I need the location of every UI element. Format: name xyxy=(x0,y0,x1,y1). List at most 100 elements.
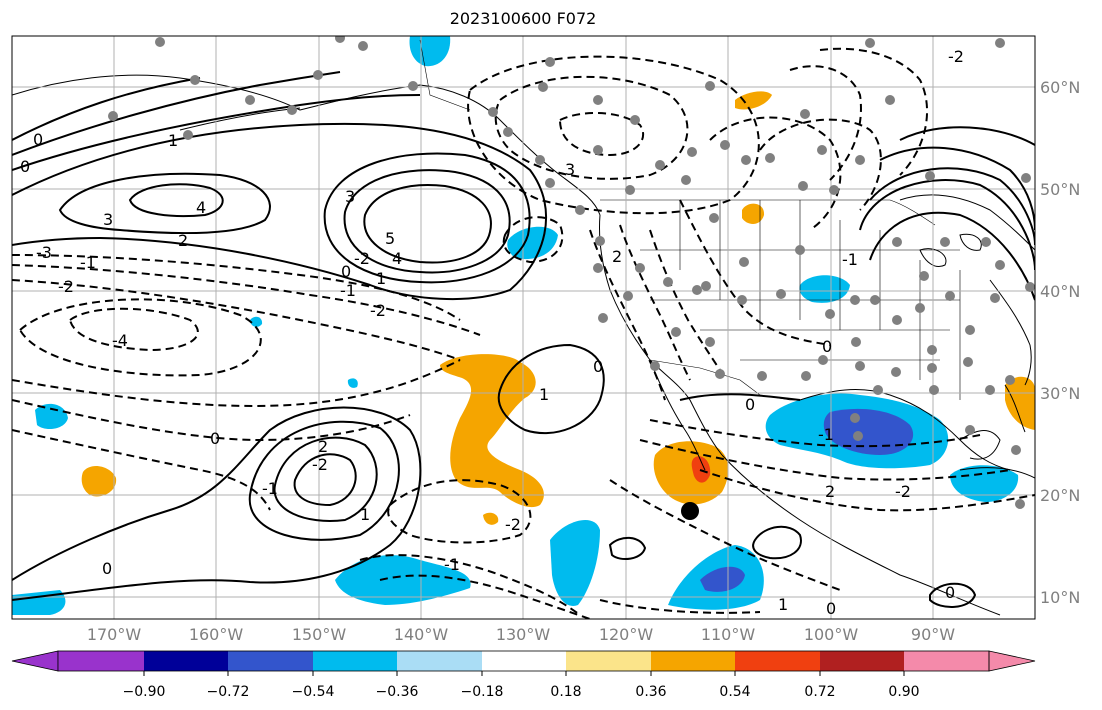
coast-west-us xyxy=(599,214,723,456)
contour-plains-3 xyxy=(789,65,862,181)
contour-nw-low-1 xyxy=(558,112,645,157)
colorbar-segment xyxy=(58,651,144,671)
contour-high-west-1 xyxy=(128,183,224,218)
contour-label: 0 xyxy=(826,599,836,618)
lon-label: 170°W xyxy=(87,625,142,644)
contour-label: 4 xyxy=(392,249,402,268)
colorbar-segment xyxy=(144,651,228,671)
contour-pacific-mid xyxy=(387,479,532,544)
coast-east xyxy=(989,279,1032,386)
positive-contours xyxy=(12,71,1035,608)
coast-mexico xyxy=(721,454,1001,616)
contour-label: 3 xyxy=(103,210,113,229)
colorbar-segment xyxy=(482,651,566,671)
colorbar-segment xyxy=(397,651,482,671)
contour-east-3 xyxy=(859,179,1035,271)
contour-label: 0 xyxy=(745,395,755,414)
colorbar-tick-label: −0.36 xyxy=(376,684,419,700)
colorbar-extend-max xyxy=(988,650,1036,672)
colorbar-extend-min xyxy=(11,650,59,672)
storm-center-marker xyxy=(681,502,699,520)
contour-neg-6 xyxy=(12,429,271,511)
coast-hudson xyxy=(899,194,1035,251)
contour-label: 1 xyxy=(539,385,549,404)
contour-low-west-1 xyxy=(68,307,199,352)
contour-east-5 xyxy=(899,126,1035,146)
colorbar-segment xyxy=(735,651,820,671)
contour-neg-7 xyxy=(359,554,581,616)
lat-label: 40°N xyxy=(1040,282,1080,301)
contour-label: -2 xyxy=(312,455,328,474)
contour-value-labels: 0 1 3 4 -1 -2 -3 -4 0 2 3 5 4 -2 -1 1 0 … xyxy=(20,47,964,618)
coast-aleutians xyxy=(179,107,301,131)
contour-label: -2 xyxy=(948,47,964,66)
contour-east-1 xyxy=(879,146,1035,231)
lon-label: 120°W xyxy=(599,625,654,644)
contour-high-center-4 xyxy=(12,122,548,301)
contour-nw-low-3 xyxy=(467,55,760,215)
contour-label: 2 xyxy=(178,231,188,250)
blue-patch-w xyxy=(35,403,68,430)
colorbar-tick-label: −0.90 xyxy=(123,684,166,700)
contour-neg-3 xyxy=(12,279,461,361)
orange-patch-subtropical xyxy=(440,354,544,508)
blue-patch-hawaii xyxy=(335,555,471,605)
contour-high-west-2 xyxy=(58,172,271,234)
contour-high-south-4 xyxy=(12,406,422,601)
contour-label: 0 xyxy=(822,337,832,356)
contour-label: 0 xyxy=(945,583,955,602)
orange-patch-tiny xyxy=(483,512,499,525)
border-us-canada xyxy=(600,199,936,226)
contour-label: 2 xyxy=(825,482,835,501)
contour-label: -2 xyxy=(370,301,386,320)
contour-label: -2 xyxy=(505,515,521,534)
longitude-labels: 170°W 160°W 150°W 140°W 130°W 120°W 110°… xyxy=(87,625,955,644)
colorbar-segment xyxy=(651,651,735,671)
orange-patch-plains xyxy=(742,203,765,224)
border-us-mexico xyxy=(649,359,800,401)
contour-label: 2 xyxy=(318,437,328,456)
coast-gulf xyxy=(799,389,1011,471)
contour-label: 1 xyxy=(168,131,178,150)
contour-trough-3 xyxy=(649,229,721,371)
colorbar-tick-label: −0.18 xyxy=(461,684,504,700)
contour-east-2 xyxy=(869,167,1035,246)
colorbar-segment xyxy=(904,651,989,671)
contour-se-2 xyxy=(639,439,1011,481)
darkblue-patch-pacific-s xyxy=(700,566,745,592)
contour-label: -2 xyxy=(895,482,911,501)
coast-baja xyxy=(649,359,706,471)
contour-small-ring-3 xyxy=(929,582,977,608)
map-frame xyxy=(11,35,1036,620)
blue-patch-plains xyxy=(799,275,850,303)
orange-patch-north xyxy=(735,91,772,110)
colorbar: −0.90 −0.72 −0.54 −0.36 −0.18 0.18 0.36 … xyxy=(11,650,1036,700)
lon-label: 160°W xyxy=(189,625,244,644)
contour-small-ring-2 xyxy=(608,536,647,561)
contour-plains-1 xyxy=(709,116,842,231)
contour-low-west-2 xyxy=(18,298,262,377)
colorbar-tick-label: 0.90 xyxy=(888,684,919,700)
colorbar-tick-label: −0.54 xyxy=(292,684,335,700)
colorbar-tick-label: 0.54 xyxy=(719,684,750,700)
lon-label: 110°W xyxy=(701,625,756,644)
coast-florida xyxy=(1004,384,1026,433)
colorbar-segment xyxy=(566,651,651,671)
contour-south-2 xyxy=(599,599,761,614)
contour-high-center-3 xyxy=(323,152,531,284)
station-markers xyxy=(108,36,1035,509)
contour-neg-4 xyxy=(12,359,461,407)
contour-high-south-2 xyxy=(273,436,378,522)
contour-zero-1 xyxy=(12,77,201,141)
contour-north-1 xyxy=(12,94,421,171)
contour-label: 3 xyxy=(565,160,575,179)
contour-high-center-2 xyxy=(343,169,511,274)
contour-label: 0 xyxy=(210,429,220,448)
blue-patch-carib xyxy=(950,465,1019,502)
contour-label: -1 xyxy=(444,555,460,574)
contour-high-center-1 xyxy=(363,184,492,264)
lat-label: 50°N xyxy=(1040,180,1080,199)
contour-high-south-3 xyxy=(248,420,400,541)
border-akbc xyxy=(419,39,471,111)
contour-label: 0 xyxy=(593,357,603,376)
